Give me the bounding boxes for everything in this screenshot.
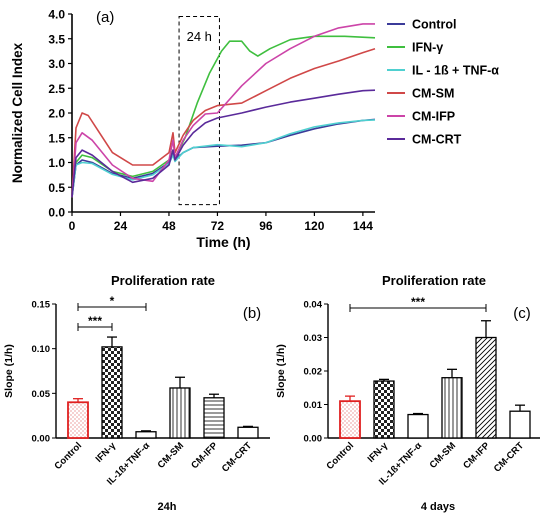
category-label: Control xyxy=(52,440,84,472)
legend-label: Control xyxy=(412,18,456,32)
bar xyxy=(169,387,191,439)
bar xyxy=(475,336,497,439)
y-tick-label: 0.02 xyxy=(304,367,323,378)
x-axis-label: Time (h) xyxy=(196,234,250,250)
panel-c-bar-chart: Proliferation rate (c) 0.00 0.01 0.02 0.03 0.0… xyxy=(275,273,540,513)
bar xyxy=(441,377,463,439)
category-label: Control xyxy=(324,440,356,472)
x-tick-label: 144 xyxy=(353,219,373,233)
series-line xyxy=(71,47,376,198)
y-tick-label: 4.0 xyxy=(48,8,65,22)
category-label: CM-CRT xyxy=(492,440,526,474)
y-tick-label: 3.0 xyxy=(48,57,65,71)
bar xyxy=(203,397,225,439)
y-tick-label: 0.04 xyxy=(304,300,323,311)
category-label: CM-SM xyxy=(156,440,187,471)
bar xyxy=(67,401,89,439)
bar xyxy=(373,380,395,439)
category-label: CM-IFP xyxy=(189,440,220,471)
y-tick-label: 0.0 xyxy=(48,206,65,220)
y-tick-label: 0.01 xyxy=(304,400,323,411)
bar xyxy=(339,400,361,439)
y-tick-label: 3.5 xyxy=(48,32,65,46)
significance-label: *** xyxy=(88,314,102,328)
y-tick-label: 1.0 xyxy=(48,156,65,170)
category-label: CM-IFP xyxy=(461,440,492,471)
category-label: IFN-γ xyxy=(366,440,391,465)
bar xyxy=(135,431,157,439)
y-tick-label: 0.00 xyxy=(304,434,323,445)
category-label: CM-CRT xyxy=(220,440,254,474)
legend-label: CM-SM xyxy=(412,87,454,101)
panel-a-line-chart: 0.0 0.5 1.0 1.5 2.0 2.5 3.0 3.5 4.0 0 24 48 72 96 120 1… xyxy=(10,8,376,250)
time-window-label: 24 h xyxy=(187,29,212,44)
y-tick-label: 1.5 xyxy=(48,131,65,145)
x-tick-label: 96 xyxy=(259,219,273,233)
panel-label: (c) xyxy=(513,305,531,322)
significance-label: *** xyxy=(411,295,425,309)
chart-title: Proliferation rate xyxy=(382,273,486,288)
panel-label: (a) xyxy=(96,9,114,26)
y-tick-label: 0.15 xyxy=(32,300,51,311)
series-line xyxy=(71,23,375,198)
series-line xyxy=(71,89,376,198)
y-tick-label: 2.0 xyxy=(48,107,65,121)
category-label: IFN-γ xyxy=(94,440,119,465)
chart-title: Proliferation rate xyxy=(111,273,215,288)
time-window-box xyxy=(178,15,220,206)
x-axis-label: 24h xyxy=(158,501,177,513)
y-tick-label: 0.03 xyxy=(304,333,323,344)
x-tick-label: 72 xyxy=(211,219,225,233)
bar xyxy=(237,426,259,439)
y-tick-label: 0.10 xyxy=(32,344,51,355)
legend-label: CM-CRT xyxy=(412,133,462,147)
y-tick-label: 2.5 xyxy=(48,82,65,96)
category-label: CM-SM xyxy=(428,440,459,471)
panel-a-legend: Control IFN-γ IL - 1ß + TNF-α CM-SM CM-IFP CM… xyxy=(387,18,499,147)
x-tick-label: 48 xyxy=(162,219,176,233)
bar xyxy=(407,413,429,439)
y-axis-label: Slope (1/h) xyxy=(275,344,287,398)
panel-b-bar-chart: Proliferation rate (b) 0.00 0.05 0.10 0.15 Slo… xyxy=(3,273,270,513)
panel-label: (b) xyxy=(243,305,261,322)
significance-label: * xyxy=(110,294,115,308)
bar xyxy=(509,410,531,439)
legend-label: IFN-γ xyxy=(412,41,443,55)
y-tick-label: 0.00 xyxy=(32,434,51,445)
x-tick-label: 0 xyxy=(69,219,76,233)
series-line xyxy=(71,118,376,198)
x-axis-label: 4 days xyxy=(421,501,455,513)
y-tick-label: 0.5 xyxy=(48,181,65,195)
y-axis-label: Slope (1/h) xyxy=(3,344,15,398)
x-tick-label: 24 xyxy=(114,219,128,233)
x-tick-label: 120 xyxy=(304,219,324,233)
y-tick-label: 0.05 xyxy=(32,389,51,400)
legend-label: CM-IFP xyxy=(412,110,455,124)
series-line xyxy=(71,119,376,198)
legend-label: IL - 1ß + TNF-α xyxy=(412,64,499,78)
y-axis-label: Normalized Cell Index xyxy=(10,42,25,183)
bar xyxy=(101,346,123,439)
